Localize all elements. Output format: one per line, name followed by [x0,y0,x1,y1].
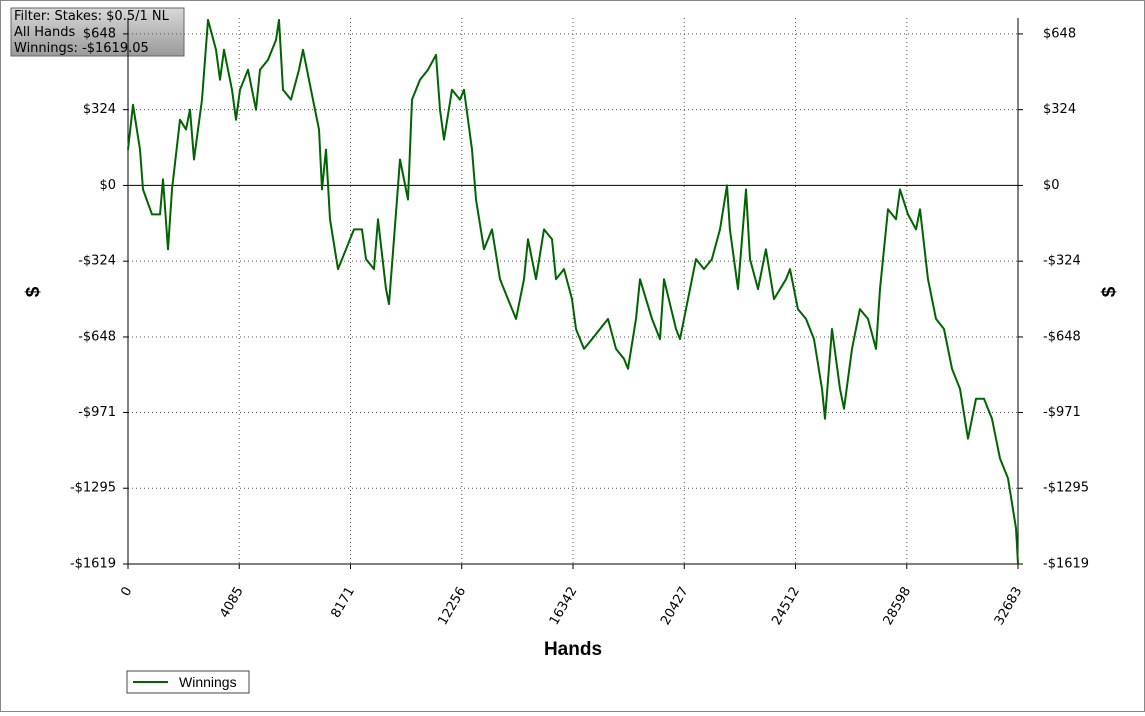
y-tick-label: $0 [99,178,116,193]
x-axis-title: Hands [544,639,602,660]
y2-tick-label: -$1619 [1043,557,1089,572]
info-winnings: Winnings: -$1619.05 [14,41,149,56]
info-filter: Filter: Stakes: $0.5/1 NL [14,9,170,24]
y2-axis-title: $ [1099,286,1120,297]
legend-box [126,670,250,694]
y-tick-label: -$648 [78,329,116,344]
y2-tick-label: -$1295 [1043,481,1089,496]
info-box [10,7,185,57]
y-tick-label: $324 [83,102,116,117]
y2-tick-label: -$648 [1043,329,1081,344]
y2-tick-label: -$324 [1043,254,1081,269]
y2-tick-label: -$971 [1043,405,1081,420]
y-tick-label: -$971 [78,405,116,420]
series-line [127,18,1019,565]
y-tick-label: $648 [83,26,116,41]
y-tick-label: -$1295 [70,481,116,496]
y-tick-label: -$324 [78,254,116,269]
y2-tick-label: $648 [1043,26,1076,41]
y2-tick-label: $324 [1043,102,1076,117]
info-hands: All Hands [14,25,75,40]
legend-label: Winnings [179,674,237,690]
y-axis-title: $ [23,286,44,297]
legend: Winnings [126,670,250,694]
y2-tick-label: $0 [1043,178,1060,193]
y-tick-label: -$1619 [70,557,116,572]
